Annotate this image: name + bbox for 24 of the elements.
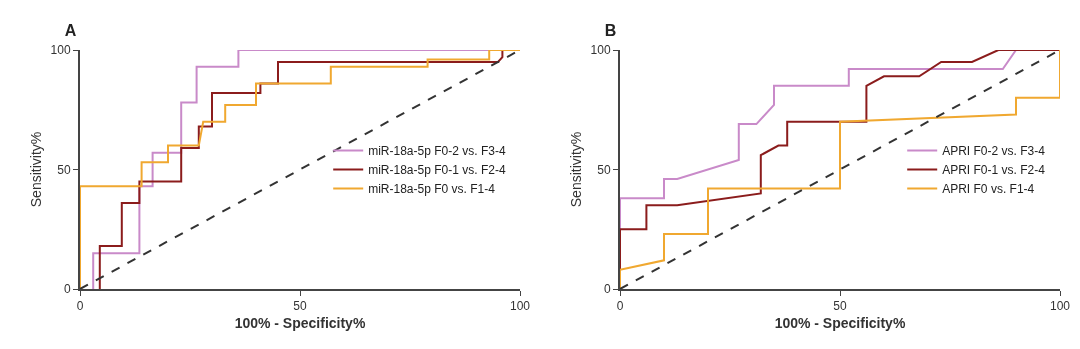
y-axis-title: Sensitivity% (27, 131, 44, 208)
chart-title: A (64, 21, 77, 39)
x-tick-label: 100 (1049, 299, 1071, 314)
legend-label: APRI F0 vs. F1-4 (942, 182, 1035, 197)
y-tick-label: 50 (57, 162, 71, 177)
y-tick-label: 50 (597, 162, 611, 177)
legend-label: miR-18a-5p F0-2 vs. F3-4 (368, 144, 506, 159)
x-tick-label: 0 (76, 299, 84, 314)
x-tick-label: 50 (293, 299, 307, 314)
y-tick-label: 100 (50, 43, 71, 58)
y-axis-title: Sensitivity% (567, 131, 584, 208)
legend-label: miR-18a-5p F0-1 vs. F2-4 (368, 163, 506, 178)
legend-label: APRI F0-1 vs. F2-4 (942, 163, 1046, 178)
chart-title: B (604, 21, 617, 39)
x-tick-label: 50 (833, 299, 847, 314)
y-tick-label: 0 (63, 282, 71, 297)
x-tick-label: 0 (616, 299, 624, 314)
y-tick-label: 100 (590, 43, 611, 58)
legend-label: APRI F0-2 vs. F3-4 (942, 144, 1046, 159)
y-tick-label: 0 (603, 282, 611, 297)
x-axis-title: 100% - Specificity% (774, 315, 906, 332)
x-axis-title: 100% - Specificity% (234, 315, 366, 332)
x-tick-label: 100 (509, 299, 531, 314)
legend-label: miR-18a-5p F0 vs. F1-4 (368, 182, 496, 197)
